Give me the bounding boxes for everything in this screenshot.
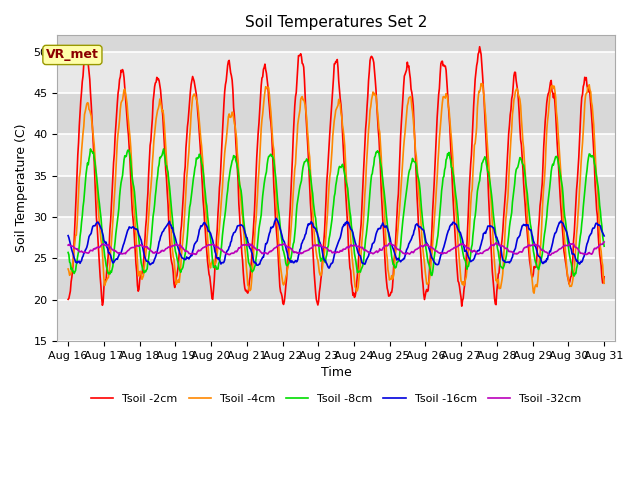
- Tsoil -2cm: [184, 124, 191, 130]
- Tsoil -4cm: [212, 260, 220, 266]
- Tsoil -16cm: [64, 233, 72, 239]
- Tsoil -8cm: [418, 206, 426, 212]
- Bar: [58, 52, 615, 93]
- Line: Tsoil -16cm: Tsoil -16cm: [68, 218, 604, 268]
- Tsoil -2cm: [129, 216, 137, 222]
- Tsoil -4cm: [417, 216, 424, 222]
- Bar: [58, 300, 615, 341]
- Tsoil -4cm: [129, 190, 137, 196]
- Tsoil -32cm: [600, 239, 608, 245]
- Tsoil -16cm: [129, 224, 137, 230]
- Tsoil -8cm: [402, 193, 410, 199]
- Tsoil -16cm: [600, 233, 608, 239]
- Tsoil -8cm: [184, 222, 192, 228]
- Tsoil -8cm: [212, 266, 220, 272]
- Tsoil -4cm: [530, 290, 538, 296]
- Tsoil -8cm: [74, 252, 82, 258]
- Tsoil -2cm: [600, 274, 608, 280]
- X-axis label: Time: Time: [321, 366, 351, 379]
- Tsoil -4cm: [477, 81, 485, 86]
- Tsoil -32cm: [64, 242, 72, 248]
- Tsoil -16cm: [272, 216, 280, 221]
- Tsoil -2cm: [417, 252, 424, 257]
- Tsoil -4cm: [401, 129, 409, 135]
- Tsoil -8cm: [64, 250, 72, 255]
- Tsoil -8cm: [600, 243, 608, 249]
- Line: Tsoil -4cm: Tsoil -4cm: [68, 84, 604, 293]
- Line: Tsoil -32cm: Tsoil -32cm: [68, 242, 604, 255]
- Tsoil -4cm: [74, 205, 82, 211]
- Tsoil -4cm: [184, 167, 191, 172]
- Tsoil -32cm: [401, 251, 409, 257]
- Legend: Tsoil -2cm, Tsoil -4cm, Tsoil -8cm, Tsoil -16cm, Tsoil -32cm: Tsoil -2cm, Tsoil -4cm, Tsoil -8cm, Tsoi…: [86, 389, 586, 408]
- Tsoil -8cm: [86, 146, 94, 152]
- Tsoil -16cm: [74, 259, 82, 264]
- Tsoil -2cm: [64, 297, 72, 302]
- Tsoil -32cm: [546, 252, 554, 258]
- Tsoil -8cm: [130, 184, 138, 190]
- Tsoil -16cm: [184, 255, 191, 261]
- Text: VR_met: VR_met: [46, 48, 99, 61]
- Tsoil -32cm: [417, 243, 424, 249]
- Tsoil -4cm: [600, 280, 608, 286]
- Tsoil -32cm: [129, 245, 137, 251]
- Tsoil -4cm: [64, 266, 72, 272]
- Tsoil -16cm: [212, 251, 220, 256]
- Tsoil -2cm: [212, 252, 220, 258]
- Tsoil -32cm: [184, 249, 191, 254]
- Y-axis label: Soil Temperature (C): Soil Temperature (C): [15, 124, 28, 252]
- Tsoil -32cm: [212, 243, 220, 249]
- Title: Soil Temperatures Set 2: Soil Temperatures Set 2: [245, 15, 428, 30]
- Tsoil -32cm: [74, 247, 82, 253]
- Tsoil -16cm: [419, 226, 426, 232]
- Tsoil -2cm: [476, 44, 483, 49]
- Bar: [58, 217, 615, 258]
- Line: Tsoil -2cm: Tsoil -2cm: [68, 47, 604, 306]
- Tsoil -2cm: [401, 72, 409, 77]
- Tsoil -2cm: [74, 152, 82, 157]
- Bar: [58, 134, 615, 176]
- Tsoil -2cm: [458, 303, 465, 309]
- Tsoil -16cm: [325, 265, 333, 271]
- Tsoil -8cm: [570, 273, 578, 279]
- Tsoil -16cm: [403, 247, 410, 252]
- Line: Tsoil -8cm: Tsoil -8cm: [68, 149, 604, 276]
